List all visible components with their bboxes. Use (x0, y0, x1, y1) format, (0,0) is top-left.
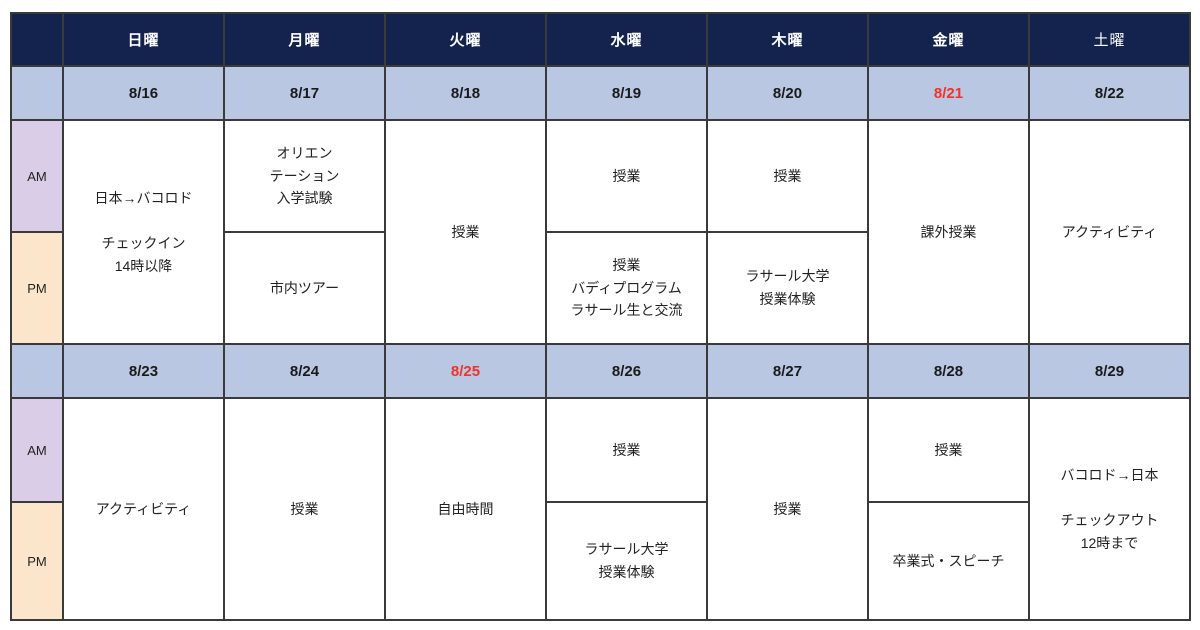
week2-date-mon: 8/24 (223, 343, 386, 399)
cell-week2-tue-allday: 自由時間 (384, 397, 547, 621)
week1-date-sat: 8/22 (1028, 65, 1191, 121)
week1-am-label: AM (10, 119, 64, 233)
cell-week1-sat-allday: アクティビティ (1028, 119, 1191, 345)
cell-week2-wed-am: 授業 (545, 397, 708, 503)
week2-date-fri: 8/28 (867, 343, 1030, 399)
day-header-wed: 水曜 (545, 12, 708, 67)
cell-week1-wed-am: 授業 (545, 119, 708, 233)
cell-week2-wed-pm: ラサール大学 授業体験 (545, 501, 708, 621)
week2-date-label-spacer (10, 343, 64, 399)
cell-week1-mon-am: オリエン テーション 入学試験 (223, 119, 386, 233)
cell-week2-fri-pm: 卒業式・スピーチ (867, 501, 1030, 621)
day-header-tue: 火曜 (384, 12, 547, 67)
day-header-row: 日曜 月曜 火曜 水曜 木曜 金曜 土曜 (10, 12, 1191, 67)
week1-date-thu: 8/20 (706, 65, 869, 121)
week2-am-row: AM アクティビティ 授業 自由時間 授業 授業 授業 バコロド→日本 チェック… (10, 397, 1191, 621)
week1-date-sun: 8/16 (62, 65, 225, 121)
cell-week1-mon-pm: 市内ツアー (223, 231, 386, 345)
cell-week2-fri-am: 授業 (867, 397, 1030, 503)
week2-date-row: 8/23 8/24 8/25 8/26 8/27 8/28 8/29 (10, 343, 1191, 399)
week1-date-label-spacer (10, 65, 64, 121)
week1-pm-label: PM (10, 231, 64, 345)
week2-date-sun: 8/23 (62, 343, 225, 399)
week2-date-thu: 8/27 (706, 343, 869, 399)
cell-week2-sat-allday: バコロド→日本 チェックアウト 12時まで (1028, 397, 1191, 621)
cell-week1-wed-pm: 授業 バディプログラム ラサール生と交流 (545, 231, 708, 345)
day-header-sun: 日曜 (62, 12, 225, 67)
cell-week2-thu-allday: 授業 (706, 397, 869, 621)
week2-date-wed: 8/26 (545, 343, 708, 399)
day-header-fri: 金曜 (867, 12, 1030, 67)
week1-am-row: AM 日本→バコロド チェックイン 14時以降 オリエン テーション 入学試験 … (10, 119, 1191, 345)
cell-week2-mon-allday: 授業 (223, 397, 386, 621)
week1-date-wed: 8/19 (545, 65, 708, 121)
week2-pm-row: PM ラサール大学 授業体験 卒業式・スピーチ (10, 501, 1190, 621)
week1-date-tue: 8/18 (384, 65, 547, 121)
cell-week1-fri-allday: 課外授業 (867, 119, 1030, 345)
week2-date-tue-highlighted: 8/25 (384, 343, 547, 399)
schedule-table: 日曜 月曜 火曜 水曜 木曜 金曜 土曜 8/16 8/17 8/18 8/19… (10, 12, 1191, 621)
week1-date-fri-highlighted: 8/21 (867, 65, 1030, 121)
week2-am-label: AM (10, 397, 64, 503)
cell-week1-sun-allday: 日本→バコロド チェックイン 14時以降 (62, 119, 225, 345)
week1-date-mon: 8/17 (223, 65, 386, 121)
cell-week1-thu-pm: ラサール大学 授業体験 (706, 231, 869, 345)
day-header-thu: 木曜 (706, 12, 869, 67)
cell-week1-thu-am: 授業 (706, 119, 869, 233)
cell-week2-sun-allday: アクティビティ (62, 397, 225, 621)
corner-cell (10, 12, 64, 67)
day-header-mon: 月曜 (223, 12, 386, 67)
day-header-sat: 土曜 (1028, 12, 1191, 67)
week1-date-row: 8/16 8/17 8/18 8/19 8/20 8/21 8/22 (10, 65, 1191, 121)
cell-week1-tue-allday: 授業 (384, 119, 547, 345)
week1-pm-row: PM 市内ツアー 授業 バディプログラム ラサール生と交流 ラサール大学 授業体… (10, 231, 1190, 345)
week2-pm-label: PM (10, 501, 64, 621)
week2-date-sat: 8/29 (1028, 343, 1191, 399)
